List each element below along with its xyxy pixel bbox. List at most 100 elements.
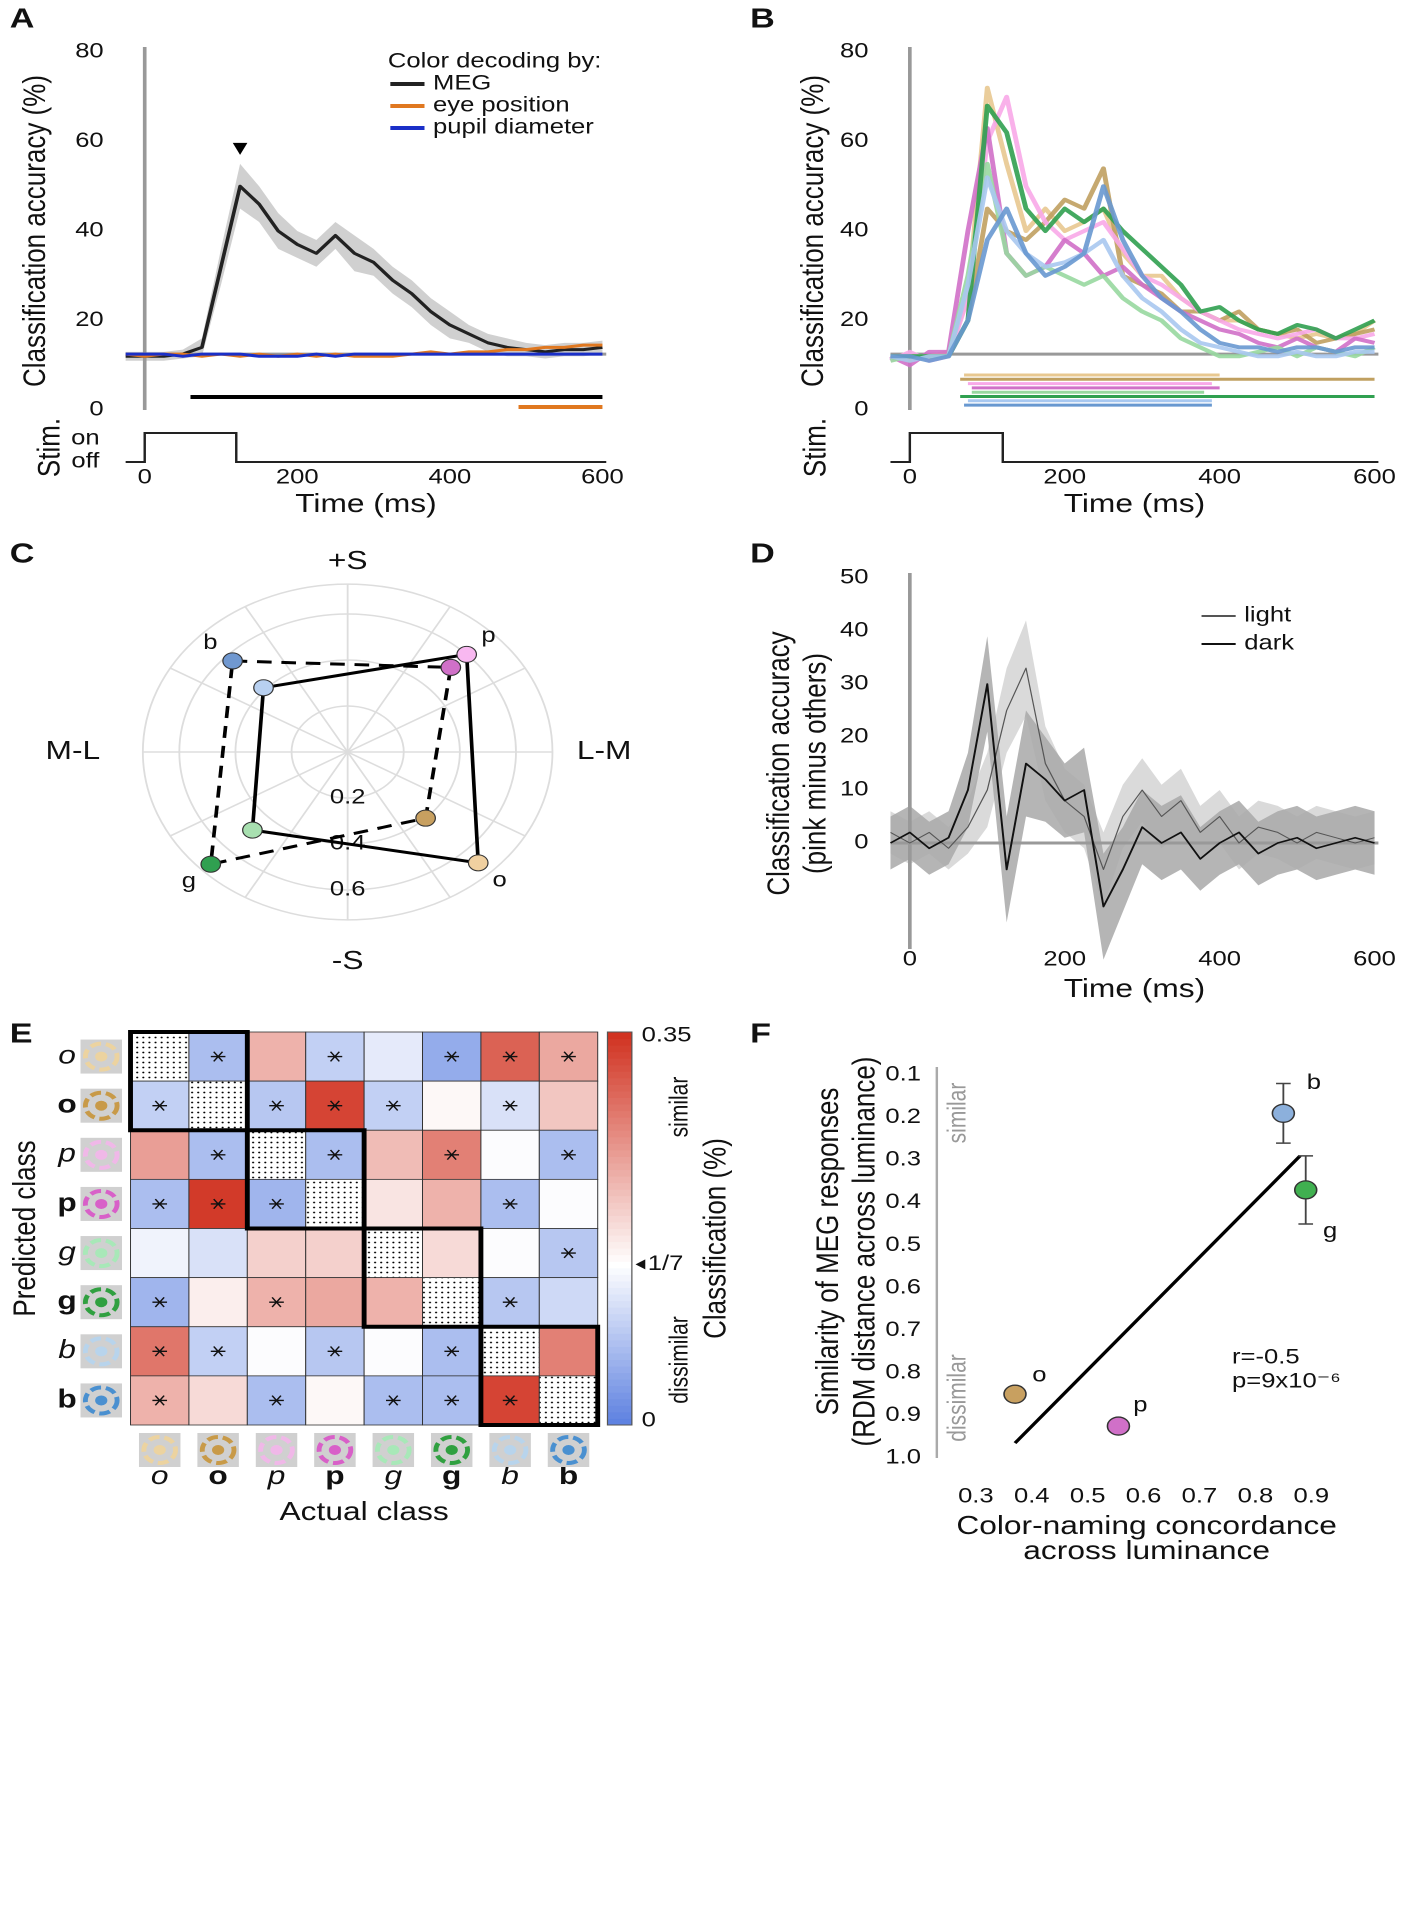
- y-tick-label: 40: [840, 218, 868, 241]
- x-tick-label: 200: [1043, 465, 1086, 488]
- heatmap-cell: [130, 1228, 190, 1279]
- colorbar-step: [607, 1294, 632, 1302]
- swatch-icon-core: [328, 1445, 342, 1455]
- colorbar-step: [607, 1097, 632, 1105]
- y-tick-label: 60: [840, 128, 868, 151]
- significance-star: [327, 1149, 343, 1161]
- block-outline: [244, 1128, 367, 1231]
- column-label: b: [559, 1461, 578, 1490]
- significance-star: [444, 1346, 460, 1357]
- significance-star: [327, 1051, 343, 1062]
- colorbar-step: [607, 1359, 632, 1367]
- point-label: o: [1032, 1363, 1046, 1386]
- row-label: p: [57, 1188, 76, 1217]
- panel-letter: E: [10, 1017, 33, 1048]
- heatmap-cell: [363, 1031, 424, 1082]
- y-tick-label: 1.0: [885, 1445, 921, 1468]
- x-tick-label: 400: [1198, 947, 1241, 970]
- heatmap-cell: [305, 1228, 365, 1279]
- colorbar-step: [607, 1228, 632, 1236]
- column-label: p: [325, 1461, 344, 1490]
- polar-point: [440, 658, 462, 676]
- swatch-icon-core: [562, 1445, 575, 1455]
- column-label: g: [385, 1461, 403, 1490]
- colorbar-step: [607, 1274, 632, 1282]
- error-band: [125, 163, 603, 361]
- heatmap-cell: [363, 1277, 424, 1328]
- legend-label: light: [1244, 603, 1292, 626]
- legend-label: eye position: [433, 93, 570, 116]
- colorbar-step: [607, 1235, 632, 1243]
- spoke: [244, 606, 349, 753]
- significance-star: [152, 1395, 168, 1406]
- colorbar-step: [607, 1346, 632, 1354]
- colorbar-step: [607, 1215, 632, 1223]
- polar-point: [242, 821, 263, 839]
- significance-star: [210, 1346, 226, 1357]
- significance-star: [444, 1051, 460, 1062]
- legend-title: Color decoding by:: [388, 49, 601, 72]
- x-tick-label: 600: [1353, 465, 1396, 488]
- column-label: p: [267, 1461, 286, 1490]
- legend-label: pupil diameter: [433, 115, 594, 138]
- colorbar-step: [607, 1366, 632, 1374]
- axis-label-right: L-M: [577, 736, 632, 765]
- significance-star: [269, 1198, 284, 1210]
- heatmap-cell: [188, 1375, 248, 1426]
- heatmap-cell: [305, 1277, 365, 1328]
- y-tick-label: 20: [75, 307, 103, 330]
- stimulus-trace: [125, 432, 607, 463]
- heatmap-cell: [130, 1129, 190, 1180]
- significance-star: [385, 1100, 401, 1111]
- y-tick-label: 20: [840, 724, 868, 747]
- heatmap-cell: [480, 1129, 540, 1180]
- heatmap-cell: [422, 1080, 482, 1131]
- colorbar-step: [607, 1143, 632, 1151]
- x-axis-title: Color-naming concordance: [956, 1511, 1337, 1540]
- significance-star: [561, 1051, 576, 1062]
- polar-point: [200, 855, 222, 873]
- outer-ring: [141, 583, 554, 921]
- series-line: [889, 126, 1376, 368]
- legend-label: dark: [1244, 631, 1294, 654]
- spoke: [346, 606, 451, 753]
- significance-star: [561, 1149, 576, 1161]
- heatmap-cell: [480, 1326, 540, 1377]
- swatch-icon-core: [95, 1297, 108, 1308]
- error-band: [890, 636, 1375, 960]
- y-tick-label: 0: [89, 397, 103, 420]
- significance-star: [444, 1149, 460, 1161]
- colorbar-step: [607, 1104, 632, 1112]
- panel-letter: F: [750, 1017, 771, 1048]
- heatmap-cell: [538, 1326, 599, 1377]
- colorbar-step: [607, 1149, 632, 1157]
- row-label: o: [57, 1090, 76, 1119]
- stimulus-label: Stim.: [798, 418, 833, 477]
- y-tick-label: 40: [75, 218, 103, 241]
- x-axis-title: Time (ms): [1064, 974, 1205, 1003]
- y-tick-label: 0.8: [885, 1360, 921, 1383]
- colorbar-step: [607, 1189, 632, 1197]
- swatch-icon-core: [95, 1051, 108, 1062]
- colorbar-step: [607, 1136, 632, 1144]
- heatmap-cell: [363, 1178, 424, 1229]
- r-tick-label: 0.2: [330, 785, 366, 808]
- colorbar-step: [607, 1163, 632, 1171]
- significance-star: [269, 1296, 284, 1308]
- y-axis-title: (pink minus others): [798, 653, 833, 874]
- polar-point: [415, 809, 436, 827]
- y-axis-title: (RDM distance across luminance): [847, 1057, 882, 1447]
- swatch-icon: [82, 1041, 120, 1072]
- spoke: [169, 751, 349, 837]
- significance-star: [269, 1395, 284, 1406]
- colorbar-step: [607, 1339, 632, 1347]
- column-label: o: [208, 1461, 227, 1490]
- y-tick-label: 80: [75, 39, 103, 62]
- heatmap-cell: [538, 1375, 599, 1426]
- y-tick-label: 0: [854, 830, 868, 853]
- ring: [290, 705, 405, 799]
- significance-star: [502, 1296, 518, 1308]
- colorbar-step: [607, 1071, 632, 1079]
- swatch-icon-core: [153, 1445, 166, 1455]
- y-axis-title: Predicted class: [8, 1140, 43, 1316]
